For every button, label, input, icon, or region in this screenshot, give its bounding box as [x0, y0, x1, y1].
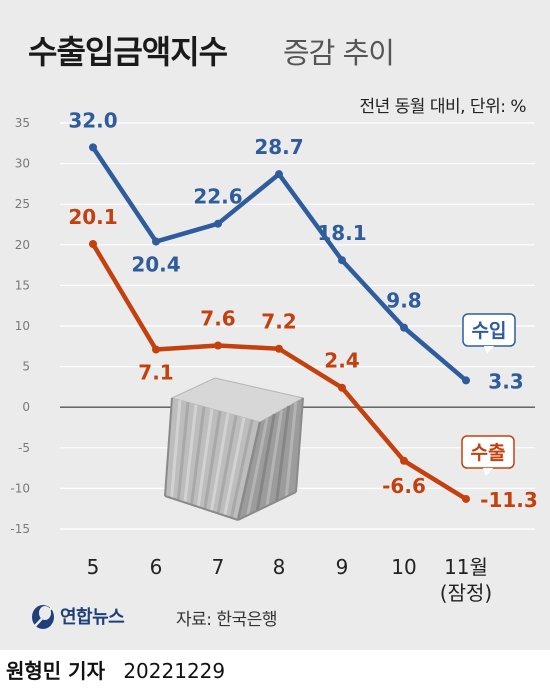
- y-tick-label: 0: [22, 400, 30, 414]
- data-label-import: 20.4: [131, 253, 180, 277]
- reporter-name: 원형민 기자: [6, 659, 105, 683]
- x-tick-label: 10: [391, 555, 416, 579]
- y-tick-label: 10: [15, 319, 30, 333]
- shipping-container-illustration: [164, 377, 305, 521]
- source-text: 자료: 한국은행: [176, 610, 277, 630]
- yonhap-logo-icon: [32, 605, 54, 629]
- data-point-export: [400, 456, 408, 465]
- data-label-import: 22.6: [193, 185, 242, 209]
- data-point-export: [152, 345, 160, 354]
- data-label-export: 7.1: [138, 361, 173, 385]
- data-point-import: [89, 143, 97, 152]
- x-tick-label: 9: [336, 555, 349, 579]
- data-label-import: 32.0: [68, 108, 117, 132]
- data-point-export: [214, 341, 222, 350]
- y-tick-label: -15: [10, 522, 30, 536]
- series-tag-import: 수입: [462, 313, 516, 354]
- data-label-export: -11.3: [480, 488, 538, 512]
- data-label-export: 20.1: [68, 205, 117, 229]
- series-name-import: 수입: [472, 320, 507, 342]
- series-layer: 32.0 20.4 22.6 28.7 18.1 9.8 3.3 수입 20.1 7.1 7.6 7.…: [68, 108, 538, 512]
- series-export: 20.1 7.1 7.6 7.2 2.4 -6.6 -11.3 수출: [68, 205, 538, 512]
- line-chart: 35 30 25 20 15 10 5 0 -5 -10 -15 32.0 20.4 22.6 28.7 1…: [10, 108, 538, 605]
- x-tick-label: 5: [87, 555, 100, 579]
- y-tick-label: 35: [15, 116, 30, 130]
- data-point-export: [275, 344, 283, 353]
- data-label-import: 18.1: [317, 221, 366, 245]
- y-tick-label: 15: [15, 278, 30, 292]
- y-tick-label: -5: [18, 441, 30, 455]
- y-tick-label: 5: [22, 360, 30, 374]
- data-label-import: 9.8: [386, 289, 421, 313]
- x-tick-label: (잠정): [440, 581, 492, 605]
- grid-lines: [60, 122, 535, 530]
- yonhap-logo: 연합뉴스: [30, 601, 125, 631]
- chart-subtitle: 증감 추이: [283, 36, 395, 70]
- data-point-import: [400, 323, 408, 332]
- y-tick-label: 20: [15, 238, 30, 252]
- chart-card: 수출입금액지수 증감 추이 전년 동월 대비, 단위: % 35 30 25 20 15…: [0, 0, 550, 650]
- data-label-export: 2.4: [324, 349, 359, 373]
- series-tag-export: 수출: [461, 435, 515, 476]
- data-point-import: [275, 170, 283, 179]
- x-tick-label: 6: [150, 555, 163, 579]
- y-tick-label: 25: [15, 197, 30, 211]
- data-point-export: [462, 494, 470, 503]
- y-tick-label: 30: [15, 157, 30, 171]
- data-label-export: 7.2: [261, 310, 296, 334]
- source-row: 연합뉴스 자료: 한국은행: [30, 598, 277, 634]
- data-label-export: -6.6: [382, 474, 426, 498]
- byline: 원형민 기자 20221229: [6, 655, 225, 684]
- logo-text: 연합뉴스: [60, 607, 125, 628]
- data-point-export: [338, 383, 346, 392]
- data-label-import: 28.7: [254, 135, 303, 159]
- data-point-import: [152, 237, 160, 246]
- data-point-import: [214, 219, 222, 228]
- x-axis-labels: 5 6 7 8 9 10 11월(잠정): [87, 555, 493, 605]
- byline-date: 20221229: [123, 659, 226, 683]
- y-axis-ticks: 35 30 25 20 15 10 5 0 -5 -10 -15: [10, 116, 30, 536]
- x-tick-label: 7: [212, 555, 225, 579]
- x-tick-label: 11월: [444, 555, 488, 579]
- data-point-import: [338, 256, 346, 265]
- series-import: 32.0 20.4 22.6 28.7 18.1 9.8 3.3 수입: [68, 108, 523, 393]
- x-tick-label: 8: [273, 555, 286, 579]
- y-tick-label: -10: [10, 481, 30, 495]
- data-point-export: [89, 239, 97, 248]
- data-label-export: 7.6: [200, 306, 235, 330]
- data-point-import: [462, 376, 470, 385]
- chart-title: 수출입금액지수: [28, 33, 228, 71]
- unit-note: 전년 동월 대비, 단위: %: [359, 97, 526, 117]
- series-name-export: 수출: [471, 442, 506, 464]
- data-label-import: 3.3: [488, 369, 523, 393]
